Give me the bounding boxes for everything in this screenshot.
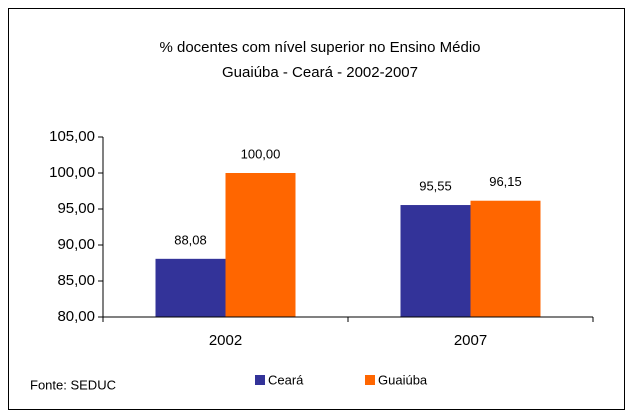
- chart-subtitle: Guaiúba - Ceará - 2002-2007: [222, 64, 418, 81]
- y-tick-label: 95,00: [57, 200, 95, 217]
- bar: [225, 173, 296, 317]
- x-tick-label: 2007: [454, 332, 487, 349]
- value-label: 100,00: [241, 146, 281, 161]
- y-tick-label: 85,00: [57, 272, 95, 289]
- y-tick-label: 80,00: [57, 308, 95, 325]
- value-label: 88,08: [174, 232, 207, 247]
- legend-swatch: [365, 375, 375, 385]
- legend-swatch: [255, 375, 265, 385]
- chart-title: % docentes com nível superior no Ensino …: [159, 39, 480, 56]
- value-label: 96,15: [489, 174, 522, 189]
- bar: [155, 258, 226, 317]
- y-tick-label: 100,00: [49, 164, 95, 181]
- x-tick-label: 2002: [209, 332, 242, 349]
- legend-label: Guaiúba: [378, 372, 428, 387]
- legend-label: Ceará: [268, 372, 304, 387]
- y-tick-label: 90,00: [57, 236, 95, 253]
- bar: [400, 205, 471, 317]
- bar: [470, 200, 541, 317]
- y-tick-label: 105,00: [49, 128, 95, 145]
- source: Fonte: SEDUC: [30, 377, 116, 392]
- value-label: 95,55: [419, 178, 452, 193]
